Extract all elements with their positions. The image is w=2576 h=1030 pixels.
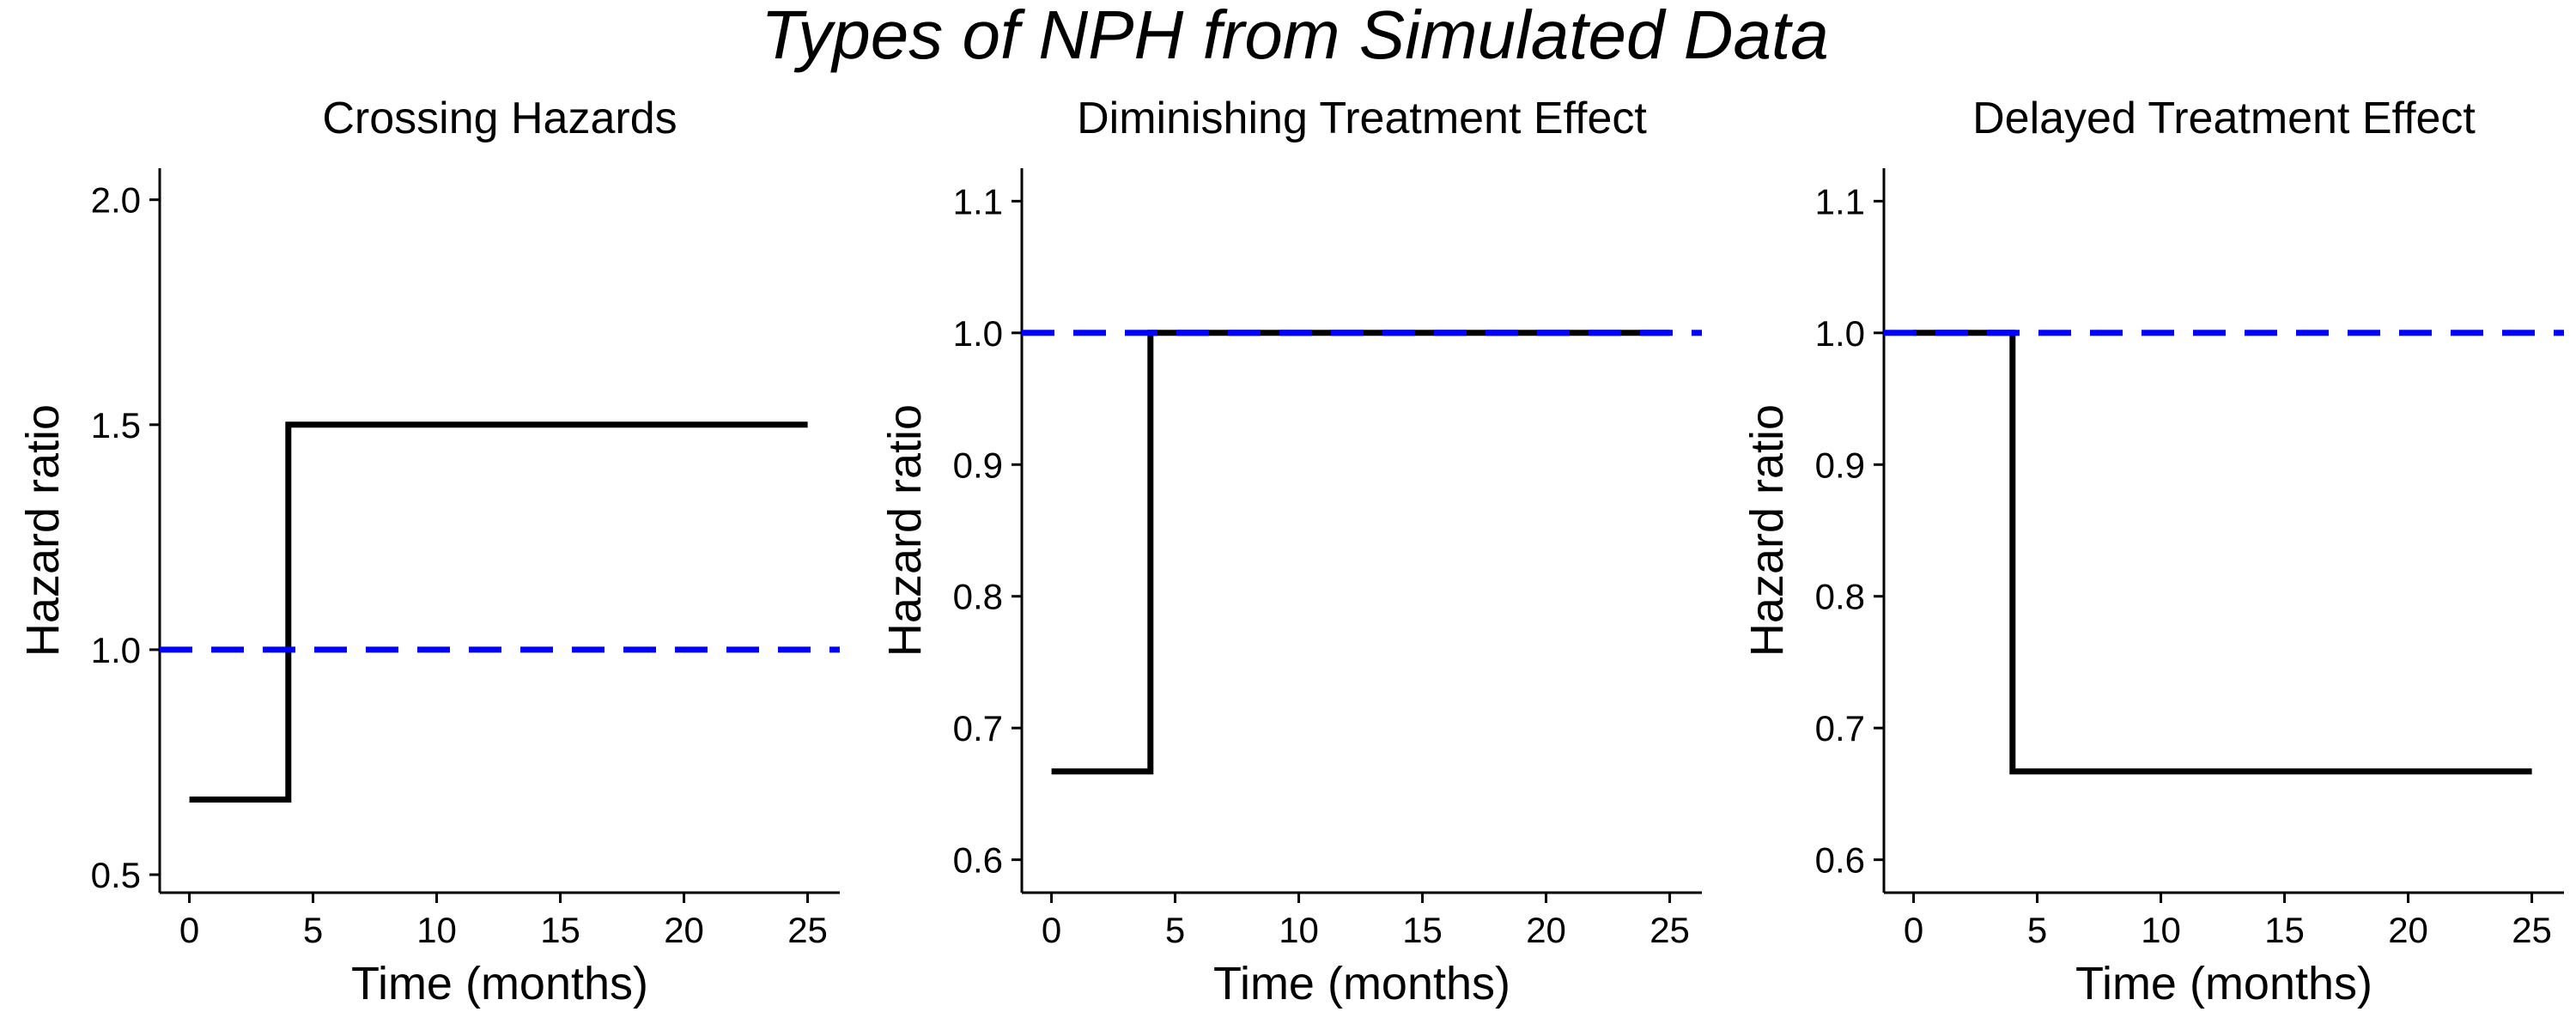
x-tick-label: 5 [1165,910,1185,950]
y-tick-label: 1.5 [91,405,141,445]
x-tick-label: 10 [416,910,457,950]
x-tick-label: 20 [1526,910,1566,950]
x-tick-label: 5 [2027,910,2047,950]
y-axis-label: Hazard ratio [1741,404,1793,657]
x-tick-label: 20 [2388,910,2428,950]
y-axis-label: Hazard ratio [17,404,69,657]
x-tick-label: 0 [1904,910,1923,950]
y-tick-label: 1.0 [953,313,1003,354]
x-tick-label: 10 [1279,910,1319,950]
y-tick-label: 1.0 [91,630,141,670]
x-axis-label: Time (months) [2075,958,2372,1009]
y-tick-label: 0.6 [1815,840,1865,881]
figure-title: Types of NPH from Simulated Data [761,0,1828,73]
x-tick-label: 25 [2512,910,2552,950]
y-tick-label: 0.6 [953,840,1003,881]
x-tick-label: 0 [1042,910,1061,950]
y-axis-label: Hazard ratio [879,404,931,657]
y-tick-label: 0.5 [91,855,141,895]
y-tick-label: 0.9 [953,445,1003,485]
x-tick-label: 25 [1649,910,1690,950]
y-tick-label: 2.0 [91,180,141,221]
x-tick-label: 15 [540,910,580,950]
y-tick-label: 1.0 [1815,313,1865,354]
y-tick-label: 0.9 [1815,445,1865,485]
x-tick-label: 15 [1402,910,1443,950]
y-tick-label: 1.1 [1815,181,1865,221]
x-axis-label: Time (months) [351,958,648,1009]
x-tick-label: 0 [179,910,199,950]
x-tick-label: 5 [303,910,323,950]
y-tick-label: 0.7 [953,708,1003,748]
panel-title: Crossing Hazards [322,94,677,143]
x-tick-label: 25 [787,910,828,950]
x-tick-label: 15 [2264,910,2305,950]
x-tick-label: 10 [2141,910,2181,950]
y-tick-label: 0.8 [1815,577,1865,617]
y-tick-label: 0.8 [953,577,1003,617]
panel-title: Diminishing Treatment Effect [1077,94,1647,143]
panel-diminishing-treatment-effect: Diminishing Treatment Effect 0.6 0.7 0.8 0.9… [879,94,1702,1009]
hazard-ratio-series [189,421,808,803]
y-tick-label: 1.1 [953,181,1003,221]
panel-delayed-treatment-effect: Delayed Treatment Effect 0.6 0.7 0.8 0.9 1.0 1… [1741,94,2564,1009]
panel-crossing-hazards: Crossing Hazards 0.5 1.0 1.5 2.0 0 5 10 15 20 25 Ti… [17,94,840,1009]
x-tick-label: 20 [664,910,704,950]
y-tick-label: 0.7 [1815,708,1865,748]
hazard-ratio-series [1051,330,1670,775]
hazard-ratio-series [1913,330,2532,775]
x-axis-label: Time (months) [1213,958,1510,1009]
panel-title: Delayed Treatment Effect [1972,94,2476,143]
